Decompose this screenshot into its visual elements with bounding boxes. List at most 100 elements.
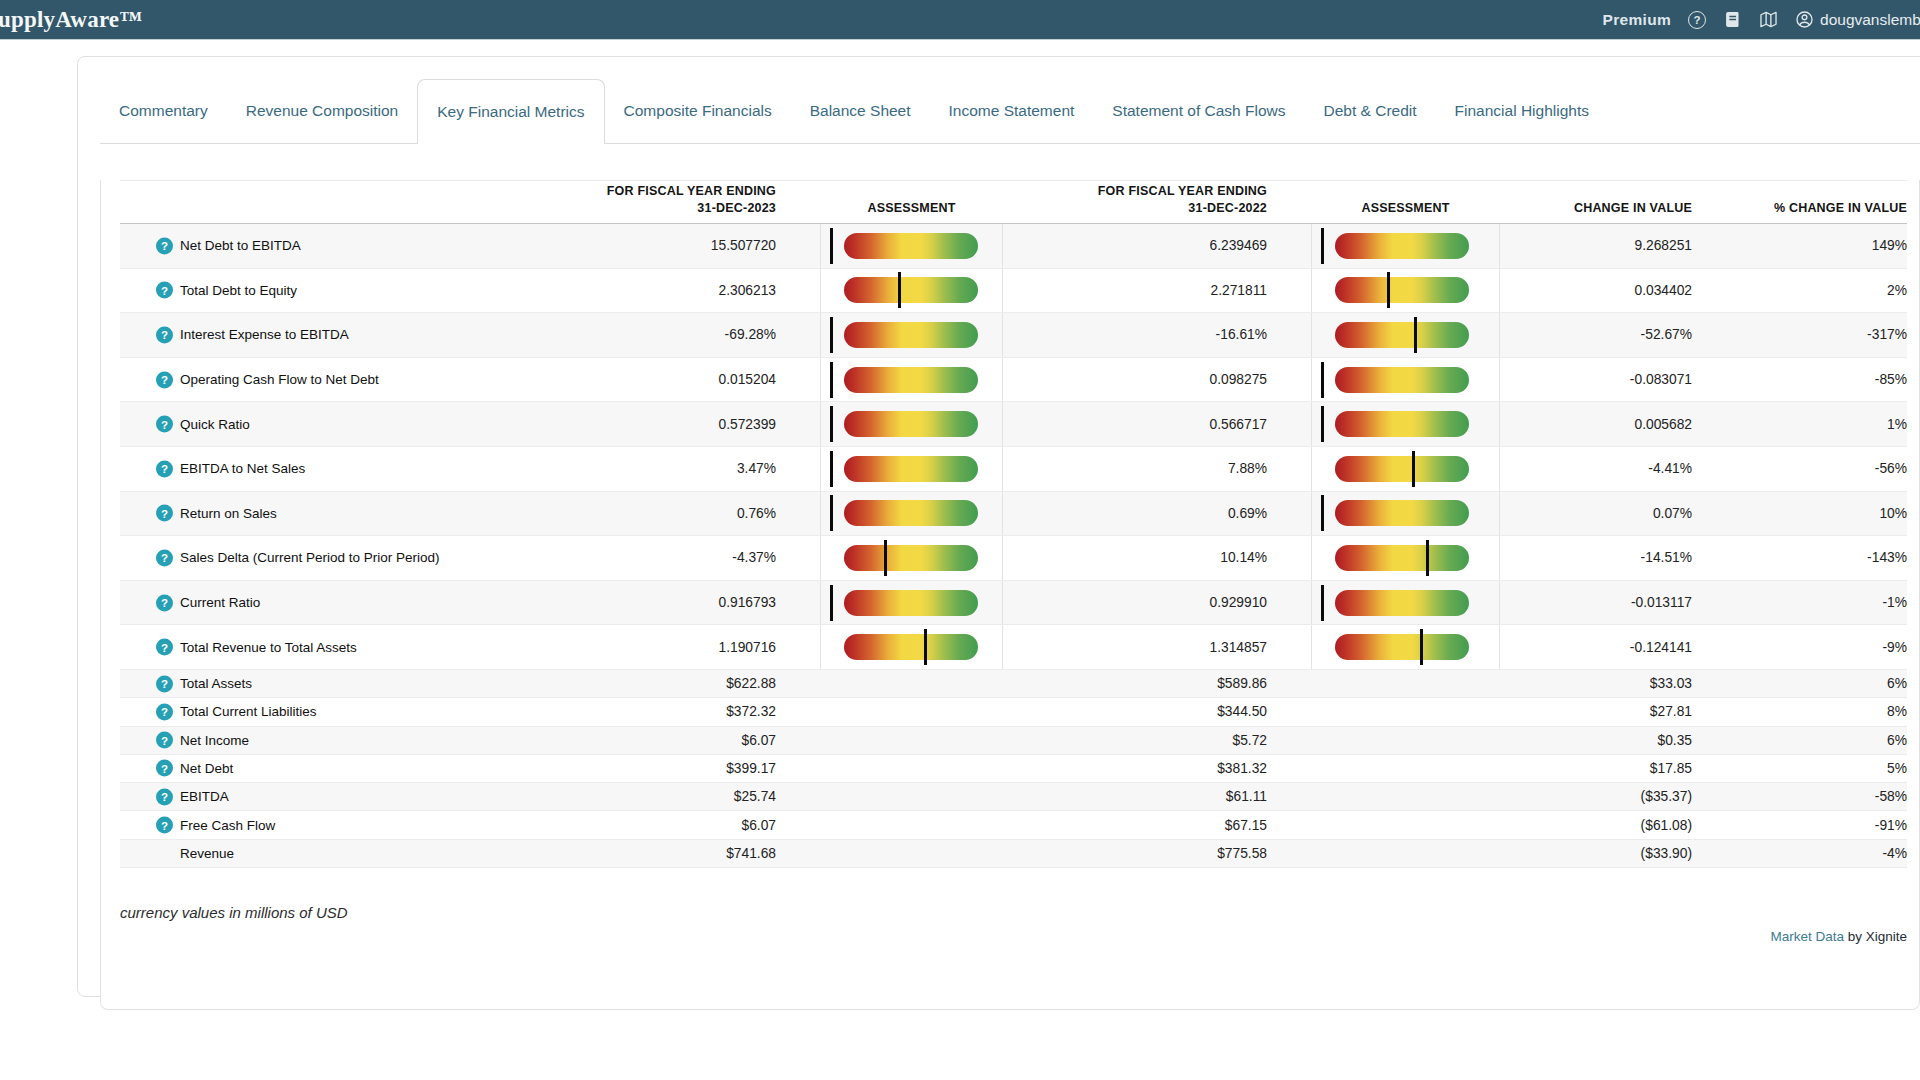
market-data-link[interactable]: Market Data <box>1770 929 1844 944</box>
tab-debt-credit[interactable]: Debt & Credit <box>1305 79 1436 143</box>
assessment-gauge-fy2023 <box>820 670 1003 697</box>
metric-help-icon[interactable]: ? <box>156 760 173 777</box>
table-row: ?EBITDA$25.74$61.11($35.37)-58% <box>120 783 1907 811</box>
tab-financial-highlights[interactable]: Financial Highlights <box>1436 79 1608 143</box>
assessment-gauge-fy2023 <box>820 224 1003 268</box>
metric-label: Sales Delta (Current Period to Prior Per… <box>180 550 440 565</box>
user-icon <box>1795 10 1814 29</box>
value-fy2023: $372.32 <box>702 698 820 725</box>
content-card: CommentaryRevenue CompositionKey Financi… <box>77 56 1920 997</box>
app-brand: upplyAware™ <box>0 7 142 33</box>
help-icon[interactable]: ? <box>1688 11 1706 29</box>
header-change-label: CHANGE IN VALUE <box>1574 200 1692 217</box>
assessment-gauge-fy2023 <box>820 581 1003 625</box>
table-row: ?Total Debt to Equity2.3062132.2718110.0… <box>120 269 1907 314</box>
gauge-marker <box>1420 629 1423 665</box>
tab-income-statement[interactable]: Income Statement <box>930 79 1094 143</box>
pct-change-in-value: -317% <box>1707 313 1907 357</box>
value-fy2023: 0.76% <box>702 492 820 536</box>
gauge-marker <box>1387 272 1390 308</box>
gauge-track <box>844 456 978 482</box>
pct-change-in-value: 1% <box>1707 402 1907 446</box>
header-assessment-1: ASSESSMENT <box>820 181 1003 223</box>
pct-change-in-value: 2% <box>1707 269 1907 313</box>
change-in-value: 0.005682 <box>1500 402 1707 446</box>
value-fy2022: $381.32 <box>1003 755 1311 782</box>
metric-help-icon[interactable]: ? <box>156 594 173 611</box>
metric-help-icon[interactable]: ? <box>156 416 173 433</box>
pct-change-in-value: -4% <box>1707 840 1907 867</box>
metric-help-icon[interactable]: ? <box>156 817 173 834</box>
metric-help-icon[interactable]: ? <box>156 549 173 566</box>
assessment-gauge-fy2023 <box>820 402 1003 446</box>
metric-name: ?Current Ratio <box>120 581 702 625</box>
metric-label: Net Debt <box>180 761 233 776</box>
gauge-marker <box>830 228 833 264</box>
header-fy2023-line2: 31-DEC-2023 <box>697 200 776 217</box>
change-in-value: 0.034402 <box>1500 269 1707 313</box>
value-fy2022: $67.15 <box>1003 811 1311 838</box>
top-bar: upplyAware™ Premium ? <box>0 0 1920 40</box>
metric-name: ?Total Revenue to Total Assets <box>120 625 702 669</box>
gauge-track <box>844 590 978 616</box>
tab-revenue-composition[interactable]: Revenue Composition <box>227 79 418 143</box>
metric-help-icon[interactable]: ? <box>156 505 173 522</box>
tab-commentary[interactable]: Commentary <box>100 79 227 143</box>
table-row: ?Quick Ratio0.5723990.5667170.0056821% <box>120 402 1907 447</box>
assessment-gauge-fy2023 <box>820 727 1003 754</box>
metric-name: ? Free Cash Flow <box>120 811 702 838</box>
attribution: Market Data by Xignite <box>120 929 1907 944</box>
metric-help-icon[interactable]: ? <box>156 675 173 692</box>
assessment-gauge-fy2022 <box>1311 581 1500 625</box>
change-in-value: $0.35 <box>1500 727 1707 754</box>
change-in-value: ($35.37) <box>1500 783 1707 810</box>
metric-label: Revenue <box>180 846 234 861</box>
currency-note: currency values in millions of USD <box>120 904 1919 921</box>
metric-help-icon[interactable]: ? <box>156 282 173 299</box>
metric-help-icon[interactable]: ? <box>156 703 173 720</box>
assessment-gauge-fy2022 <box>1311 492 1500 536</box>
gauge-marker <box>1414 317 1417 353</box>
assessment-gauge-fy2023 <box>820 811 1003 838</box>
value-fy2022: $5.72 <box>1003 727 1311 754</box>
assessment-gauge-fy2023 <box>820 755 1003 782</box>
value-fy2023: 1.190716 <box>702 625 820 669</box>
metric-help-icon[interactable]: ? <box>156 732 173 749</box>
gauge-marker <box>924 629 927 665</box>
tab-statement-of-cash-flows[interactable]: Statement of Cash Flows <box>1093 79 1304 143</box>
metric-help-icon[interactable]: ? <box>156 639 173 656</box>
tab-key-financial-metrics[interactable]: Key Financial Metrics <box>417 79 604 144</box>
metric-help-icon[interactable]: ? <box>156 326 173 343</box>
pct-change-in-value: 149% <box>1707 224 1907 268</box>
metric-help-icon[interactable]: ? <box>156 788 173 805</box>
value-fy2022: $589.86 <box>1003 670 1311 697</box>
pct-change-in-value: 10% <box>1707 492 1907 536</box>
gauge-track <box>844 500 978 526</box>
tab-balance-sheet[interactable]: Balance Sheet <box>791 79 930 143</box>
metric-help-icon[interactable]: ? <box>156 237 173 254</box>
gauge-track <box>844 277 978 303</box>
gauge-track <box>1335 277 1469 303</box>
metric-help-icon[interactable]: ? <box>156 460 173 477</box>
user-menu[interactable]: dougvanslembr <box>1795 10 1920 29</box>
assessment-gauge-fy2022 <box>1311 783 1500 810</box>
metric-help-icon[interactable]: ? <box>156 371 173 388</box>
metric-label: Total Debt to Equity <box>180 283 297 298</box>
value-fy2022: $61.11 <box>1003 783 1311 810</box>
book-icon[interactable] <box>1723 10 1742 29</box>
map-icon[interactable] <box>1759 10 1778 29</box>
value-fy2023: -4.37% <box>702 536 820 580</box>
metric-name: Revenue <box>120 840 702 867</box>
gauge-marker <box>1321 495 1324 531</box>
assessment-gauge-fy2023 <box>820 492 1003 536</box>
metric-label: EBITDA <box>180 789 229 804</box>
change-in-value: ($33.90) <box>1500 840 1707 867</box>
value-fy2023: 2.306213 <box>702 269 820 313</box>
gauge-marker <box>830 317 833 353</box>
assessment-gauge-fy2022 <box>1311 224 1500 268</box>
tab-composite-financials[interactable]: Composite Financials <box>605 79 791 143</box>
table-body: ?Net Debt to EBITDA15.5077206.2394699.26… <box>120 224 1907 868</box>
metric-label: Free Cash Flow <box>180 818 275 833</box>
table-row: ?Total Current Liabilities$372.32$344.50… <box>120 698 1907 726</box>
key-financial-metrics-panel: FOR FISCAL YEAR ENDING 31-DEC-2023 ASSES… <box>100 180 1920 1010</box>
